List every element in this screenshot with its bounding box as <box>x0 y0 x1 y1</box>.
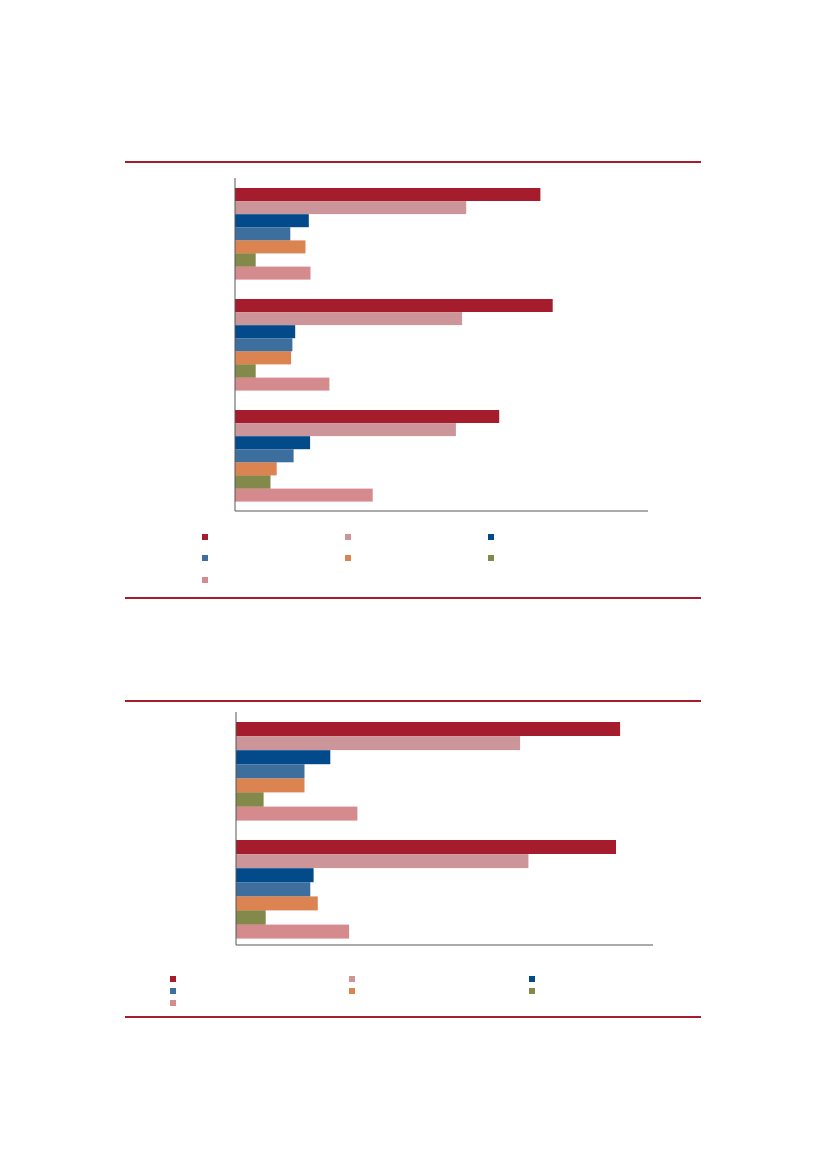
bar-group-2-series-4 <box>235 338 293 352</box>
bar-group-2-series-5 <box>235 351 292 365</box>
legend-marker-series-1 <box>170 976 176 982</box>
legend-marker-series-4 <box>170 988 176 994</box>
bar-group-2-series-3 <box>235 325 296 339</box>
legend-marker-series-7 <box>202 577 208 583</box>
bar-group-3-series-7 <box>235 488 373 502</box>
bar-group-2-series-6 <box>236 910 266 925</box>
bar-group-3-series-5 <box>235 462 277 476</box>
bar-group-2-series-5 <box>236 896 318 911</box>
legend-marker-series-3 <box>488 534 494 540</box>
bar-group-1-series-5 <box>235 240 306 254</box>
bar-group-2-series-2 <box>236 854 529 869</box>
bottom-rule-chart-1 <box>125 597 701 599</box>
legend-marker-series-3 <box>529 976 535 982</box>
bar-group-3-series-2 <box>235 423 456 437</box>
bar-group-1-series-5 <box>236 778 305 793</box>
bar-group-1-series-1 <box>235 188 541 201</box>
bar-group-1-series-7 <box>236 806 358 821</box>
bar-group-3-series-6 <box>235 475 271 489</box>
legend-marker-series-2 <box>345 534 351 540</box>
legend-marker-series-5 <box>349 988 355 994</box>
bar-group-1-series-6 <box>235 253 256 267</box>
bottom-rule-chart-2 <box>125 1016 701 1018</box>
bar-group-1-series-6 <box>236 792 264 807</box>
bar-chart-1 <box>202 178 648 583</box>
bar-group-2-series-2 <box>235 312 463 326</box>
bar-group-1-series-4 <box>236 764 305 779</box>
bar-group-2-series-7 <box>235 377 330 391</box>
legend-marker-series-6 <box>488 555 494 561</box>
bar-group-2-series-1 <box>236 840 616 854</box>
bar-group-3-series-1 <box>235 410 500 423</box>
bar-group-2-series-1 <box>235 299 553 312</box>
legend-marker-series-4 <box>202 555 208 561</box>
top-rule-chart-2 <box>125 700 701 702</box>
legend-marker-series-2 <box>349 976 355 982</box>
bar-group-2-series-4 <box>236 882 311 897</box>
bar-chart-2 <box>170 712 653 1006</box>
bar-group-1-series-2 <box>235 201 467 215</box>
top-rule-chart-1 <box>125 161 701 163</box>
bar-group-1-series-1 <box>236 722 621 736</box>
bar-group-1-series-2 <box>236 736 521 751</box>
bar-group-2-series-7 <box>236 924 350 939</box>
bar-group-3-series-3 <box>235 436 311 450</box>
bar-group-1-series-7 <box>235 266 311 280</box>
bar-group-1-series-3 <box>236 750 331 765</box>
bar-group-1-series-4 <box>235 227 291 241</box>
legend-marker-series-7 <box>170 1000 176 1006</box>
bar-group-2-series-3 <box>236 868 314 883</box>
legend-marker-series-5 <box>345 555 351 561</box>
bar-group-2-series-6 <box>235 364 256 378</box>
legend-marker-series-1 <box>202 534 208 540</box>
legend-marker-series-6 <box>529 988 535 994</box>
bar-group-1-series-3 <box>235 214 309 228</box>
bar-group-3-series-4 <box>235 449 294 463</box>
